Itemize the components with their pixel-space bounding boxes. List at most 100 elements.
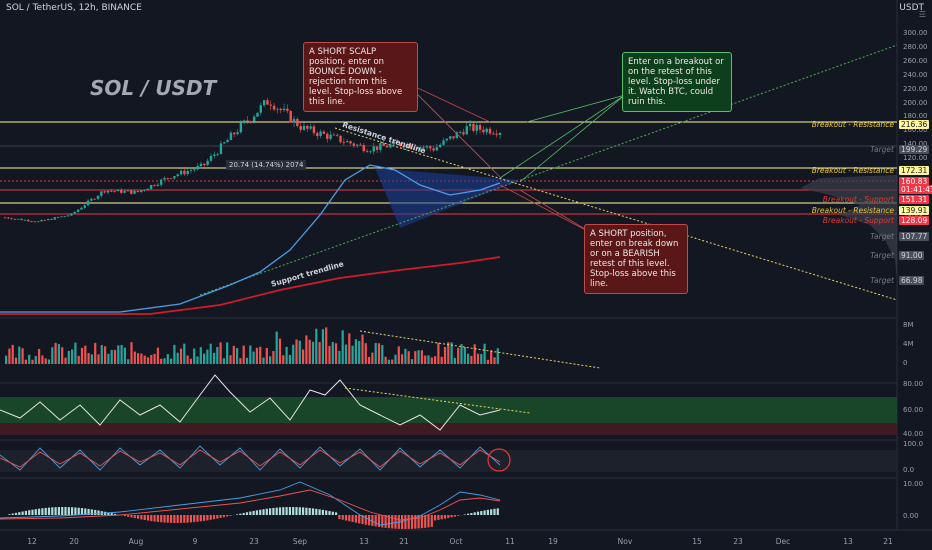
- stoch-d-line: [0, 449, 501, 468]
- price-tick: 160.00: [903, 126, 928, 135]
- candle-body: [37, 221, 40, 223]
- candle-body: [219, 143, 223, 154]
- candle-body: [422, 147, 425, 149]
- macd-bar: [47, 507, 51, 515]
- candle-body: [33, 221, 37, 223]
- volume-bar: [203, 353, 206, 364]
- volume-bar: [51, 347, 54, 364]
- volume-bar: [394, 354, 397, 364]
- price-tag: 216.36: [899, 120, 930, 129]
- volume-bar: [401, 354, 404, 364]
- level-label: Breakout - Support: [822, 195, 894, 204]
- macd-bar: [34, 509, 37, 515]
- volume-bar: [44, 358, 47, 364]
- volume-bar: [424, 355, 427, 364]
- volume-bar: [193, 348, 196, 364]
- candle-body: [455, 132, 459, 139]
- price-tag: 107.77: [899, 232, 930, 241]
- macd-bar: [24, 510, 27, 515]
- candle-body: [309, 126, 312, 129]
- candle-body: [120, 189, 123, 193]
- volume-bar: [341, 330, 344, 364]
- volume-bar: [189, 358, 192, 364]
- price-tag: 128.09: [899, 216, 930, 225]
- volume-bar: [41, 355, 44, 364]
- macd-bar: [341, 515, 344, 520]
- macd-bar: [285, 507, 288, 515]
- macd-bar: [179, 515, 183, 523]
- volume-bar: [123, 347, 126, 364]
- macd-bar: [14, 512, 18, 515]
- x-axis-label: Oct: [449, 537, 463, 546]
- macd-bar: [87, 508, 90, 515]
- candle-body: [149, 185, 153, 189]
- candle-body: [100, 191, 103, 196]
- candle-body: [233, 132, 236, 135]
- candle-body: [156, 184, 160, 186]
- triangle-zone: [375, 168, 520, 228]
- price-tick: 180.00: [903, 112, 928, 121]
- volume-tick: 4M: [903, 340, 914, 348]
- macd-histogram: [8, 507, 499, 529]
- candles: [3, 98, 502, 223]
- chart-watermark-title: SOL / USDT: [90, 76, 217, 100]
- macd-bar: [328, 511, 331, 515]
- macd-bar: [483, 510, 486, 515]
- macd-bar: [278, 507, 282, 515]
- candle-body: [462, 132, 465, 135]
- candle-body: [176, 174, 179, 177]
- volume-bar: [427, 355, 430, 364]
- macd-bar: [453, 515, 456, 517]
- x-axis-label: Aug: [128, 537, 144, 546]
- volume-bar: [74, 342, 77, 364]
- volume-bar: [34, 355, 37, 364]
- volume-bar: [137, 353, 140, 364]
- macd-bar: [11, 513, 14, 515]
- volume-profile: [800, 175, 897, 280]
- candle-body: [193, 169, 196, 171]
- candle-body: [296, 118, 299, 127]
- volume-bar: [245, 357, 249, 364]
- volume-bar: [11, 344, 14, 364]
- volume-bar: [480, 354, 483, 364]
- macd-bar: [424, 515, 427, 528]
- candle-body: [96, 195, 100, 199]
- settings-icon[interactable]: ☰: [918, 10, 926, 19]
- candle-body: [252, 116, 256, 122]
- macd-bar: [8, 514, 11, 515]
- macd-bar: [236, 514, 239, 515]
- macd-bar: [394, 515, 397, 529]
- stoch-band: [0, 450, 897, 472]
- macd-bar: [315, 508, 318, 515]
- macd-bar: [166, 515, 169, 523]
- volume-bar: [24, 359, 27, 364]
- volume-bar: [374, 343, 377, 364]
- volume-bar: [84, 345, 87, 364]
- resistance-trendline: [334, 127, 898, 301]
- candle-body: [10, 218, 13, 220]
- price-tag: 199.29: [899, 145, 930, 154]
- volume-bar: [87, 353, 90, 364]
- candle-body: [83, 205, 86, 208]
- macd-bar: [493, 508, 496, 515]
- volume-bar: [64, 357, 67, 364]
- volume-bar: [358, 341, 361, 364]
- candle-body: [236, 132, 239, 135]
- volume-bar: [130, 342, 133, 364]
- volume-bar: [483, 343, 486, 364]
- price-tick: 140.00: [903, 140, 928, 148]
- volume-bar: [361, 334, 364, 364]
- volume-bar: [239, 358, 242, 364]
- volume-bar: [18, 346, 21, 364]
- macd-bar: [457, 515, 460, 516]
- stoch-tick: 100.0: [903, 440, 924, 448]
- macd-bar: [143, 515, 146, 521]
- candle-body: [279, 108, 282, 110]
- candle-body: [306, 125, 309, 129]
- macd-bar: [368, 515, 371, 526]
- price-tick: 260.00: [903, 56, 928, 65]
- candle-body: [196, 166, 199, 170]
- candle-body: [472, 123, 475, 131]
- macd-bar: [335, 512, 338, 515]
